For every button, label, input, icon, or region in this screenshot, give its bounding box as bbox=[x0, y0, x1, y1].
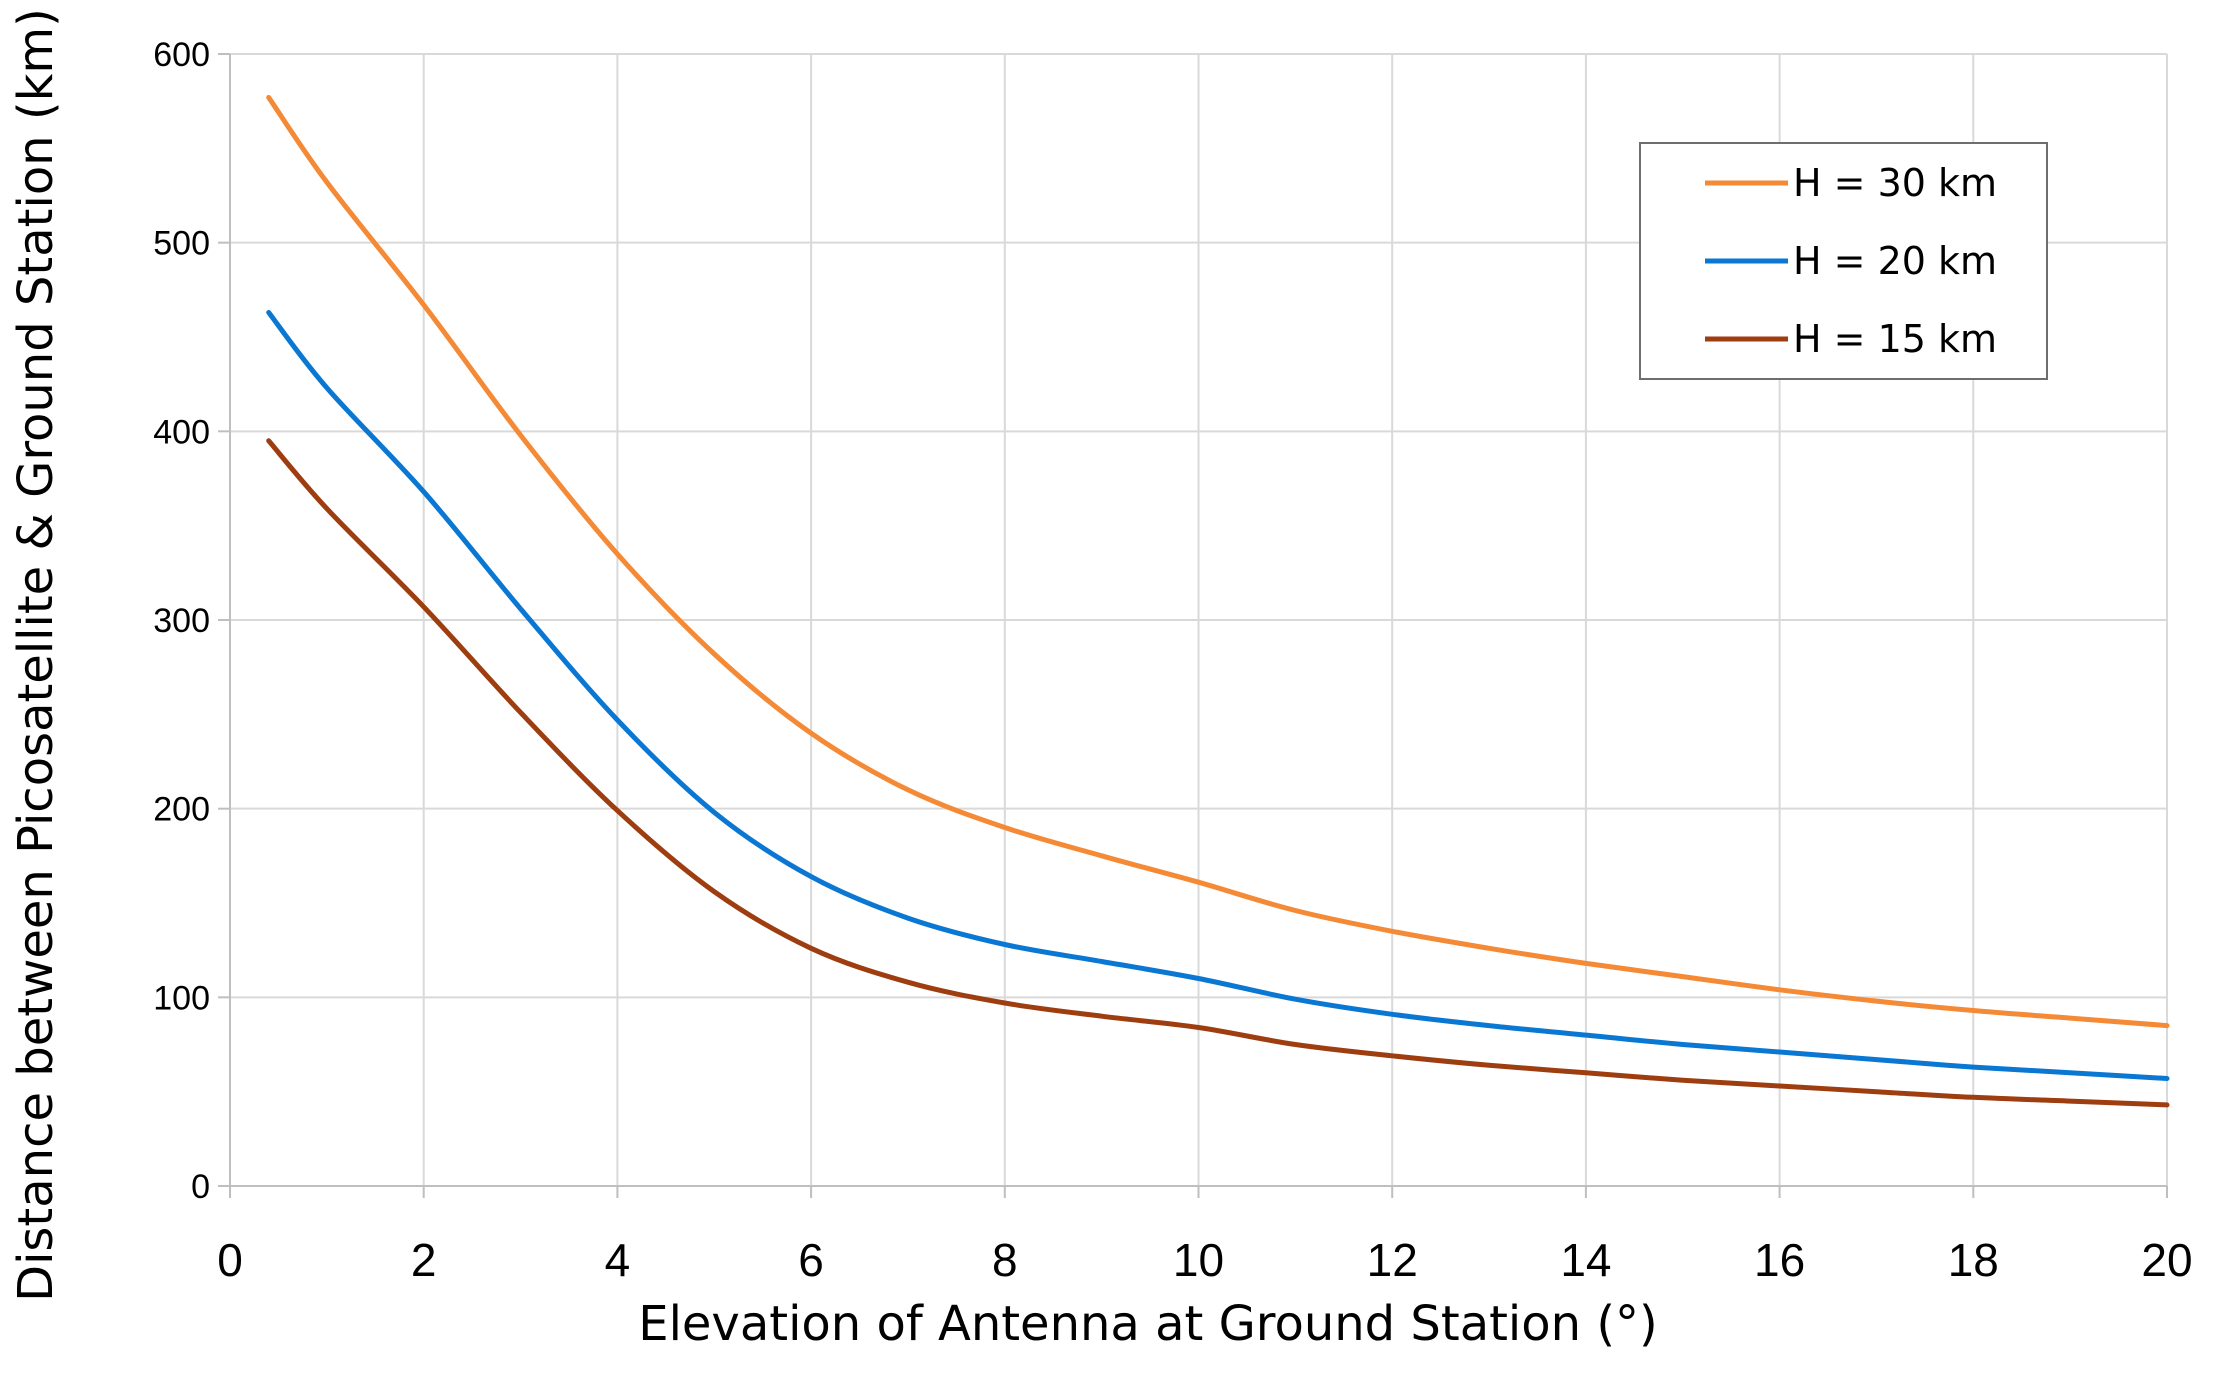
legend-label: H = 15 km bbox=[1793, 317, 1997, 361]
x-tick-label: 12 bbox=[1367, 1234, 1418, 1286]
x-tick-label: 16 bbox=[1754, 1234, 1805, 1286]
y-axis-title: Distance between Picosatellite & Ground … bbox=[8, 8, 64, 1302]
legend-items: H = 30 km H = 20 km H = 15 km bbox=[1705, 161, 1997, 361]
legend-label: H = 20 km bbox=[1793, 239, 1997, 283]
series-line-1 bbox=[266, 94, 2170, 1029]
y-tick-label: 0 bbox=[191, 1168, 210, 1206]
y-tick-labels: 0 100 200 300 400 500 600 bbox=[153, 36, 230, 1206]
y-tick-label: 400 bbox=[153, 413, 210, 451]
x-tick-label: 6 bbox=[798, 1234, 824, 1286]
x-tick-label: 20 bbox=[2141, 1234, 2192, 1286]
y-tick-label: 300 bbox=[153, 602, 210, 640]
x-tick-label: 8 bbox=[992, 1234, 1018, 1286]
legend: H = 30 km H = 20 km H = 15 km bbox=[1639, 142, 2048, 380]
x-tick-label: 4 bbox=[605, 1234, 631, 1286]
series-line-2 bbox=[266, 310, 2170, 1081]
y-tick-label: 500 bbox=[153, 225, 210, 263]
y-tick-label: 600 bbox=[153, 36, 210, 74]
x-axis-title: Elevation of Antenna at Ground Station (… bbox=[638, 1296, 1658, 1352]
y-tick-label: 200 bbox=[153, 791, 210, 829]
x-tick-label: 10 bbox=[1173, 1234, 1224, 1286]
series-line-3 bbox=[266, 438, 2170, 1108]
series-lines bbox=[266, 94, 2170, 1108]
legend-label: H = 30 km bbox=[1793, 161, 1997, 205]
x-tick-labels: 0 2 4 6 8 10 12 14 16 18 20 bbox=[217, 1186, 2193, 1286]
x-tick-label: 0 bbox=[217, 1234, 243, 1286]
x-tick-label: 2 bbox=[411, 1234, 437, 1286]
y-tick-label: 100 bbox=[153, 979, 210, 1017]
x-tick-label: 14 bbox=[1560, 1234, 1611, 1286]
x-tick-label: 18 bbox=[1948, 1234, 1999, 1286]
